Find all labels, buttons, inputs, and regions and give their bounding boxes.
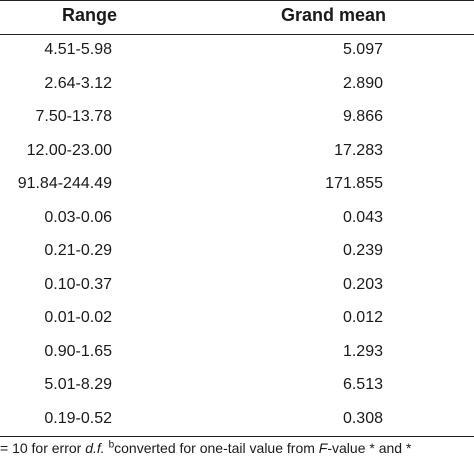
footnote-f-italic: F	[318, 440, 328, 456]
range-cell: 2.64-3.12	[44, 74, 112, 92]
table-row: 0.03-0.06 0.043	[0, 202, 474, 235]
table-row: 12.00-23.00 17.283	[0, 135, 474, 168]
grand-mean-cell: 0.203	[342, 275, 383, 293]
table-row: 5.01-8.29 6.513	[0, 369, 474, 402]
column-header-range: Range	[62, 5, 118, 25]
range-cell: 91.84-244.49	[17, 175, 112, 192]
table-row: 91.84-244.49 171.855	[0, 168, 474, 201]
grand-mean-cell: 5.097	[342, 41, 383, 58]
column-header-grand-mean: Grand mean	[281, 5, 387, 25]
table-row: 0.90-1.65 1.293	[0, 336, 474, 369]
range-cell: 0.01-0.02	[44, 309, 112, 326]
table-row: 2.64-3.12 2.890	[0, 68, 474, 101]
footnote-text-1: = 10 for error	[0, 440, 86, 456]
table-top-rule	[0, 0, 474, 1]
range-cell: 4.51-5.98	[44, 41, 112, 58]
grand-mean-cell: 17.283	[334, 141, 383, 159]
grand-mean-cell: 0.308	[342, 409, 383, 427]
range-cell: 0.21-0.29	[44, 242, 112, 259]
table-row: 0.01-0.02 0.012	[0, 302, 474, 335]
footnote-text-3: converted for one-tail value from	[114, 440, 319, 456]
grand-mean-cell: 171.855	[325, 175, 383, 192]
table-row: 0.19-0.52 0.308	[0, 403, 474, 436]
footnote-df: d.f.	[85, 440, 105, 456]
range-cell: 0.10-0.37	[44, 275, 112, 293]
table-header-row: Range Grand mean	[0, 0, 474, 34]
footnote-text-4: -value * and *	[327, 440, 412, 456]
table-footnote: = 10 for error d.f. bconverted for one-t…	[0, 440, 474, 456]
grand-mean-cell: 6.513	[342, 376, 383, 393]
footnote-superscript-b: b	[108, 440, 115, 451]
table-header-rule	[0, 34, 474, 35]
range-cell: 0.19-0.52	[44, 409, 112, 427]
grand-mean-cell: 0.043	[342, 208, 383, 226]
grand-mean-cell: 0.239	[342, 242, 383, 259]
grand-mean-cell: 9.866	[342, 108, 383, 125]
table-row: 7.50-13.78 9.866	[0, 101, 474, 134]
range-cell: 0.03-0.06	[44, 208, 112, 226]
range-cell: 7.50-13.78	[35, 108, 112, 125]
table-row: 0.10-0.37 0.203	[0, 269, 474, 302]
table-bottom-rule	[0, 436, 474, 437]
grand-mean-cell: 2.890	[342, 74, 383, 92]
grand-mean-cell: 1.293	[342, 342, 383, 360]
range-cell: 5.01-8.29	[44, 376, 112, 393]
grand-mean-cell: 0.012	[342, 309, 383, 326]
table-row: 0.21-0.29 0.239	[0, 235, 474, 268]
range-cell: 0.90-1.65	[44, 342, 112, 360]
range-cell: 12.00-23.00	[26, 141, 112, 159]
table-row: 4.51-5.98 5.097	[0, 34, 474, 67]
